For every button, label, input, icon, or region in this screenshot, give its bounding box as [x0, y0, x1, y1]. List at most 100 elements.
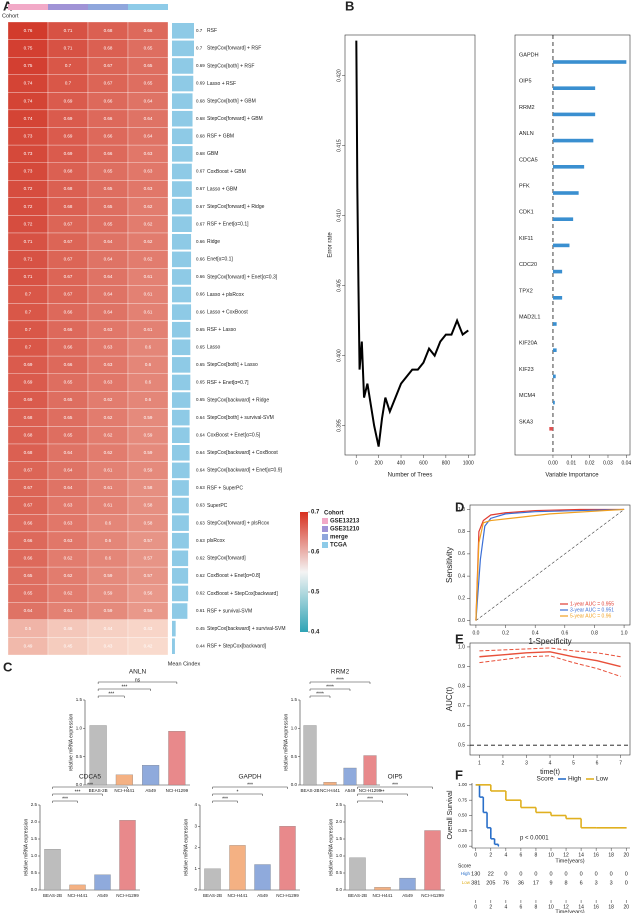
mean-value: 0.67 [196, 221, 205, 226]
mean-bar [172, 146, 193, 162]
cell-value: 0.6 [145, 362, 152, 367]
gene-label: ANLN [519, 131, 534, 137]
y-tick-label: 0.0 [291, 782, 298, 787]
x-axis-label: Time(years) [555, 858, 584, 864]
gene-label: KIF23 [519, 367, 534, 373]
chart-title: OIP5 [388, 774, 403, 781]
cell-value: 0.71 [64, 28, 73, 33]
risk-count: 36 [518, 880, 524, 886]
sig-label: *** [108, 691, 114, 697]
mean-value: 0.65 [196, 362, 205, 367]
cell-value: 0.72 [24, 221, 33, 226]
plot-frame [469, 504, 631, 626]
importance-bar [552, 243, 570, 248]
mean-value: 0.67 [196, 204, 205, 209]
panel-label: D [455, 499, 464, 514]
x-tick-label: 20 [623, 904, 629, 910]
gene-label: TPX2 [519, 288, 533, 294]
x-tick-label: NCI-H1299 [276, 893, 299, 898]
cell-value: 0.63 [104, 380, 113, 385]
cell-value: 0.63 [104, 327, 113, 332]
model-name: RSF + Lasso [207, 327, 236, 333]
y-tick-label: 3 [194, 823, 197, 828]
sig-label: *** [121, 684, 127, 690]
mean-bar [172, 216, 192, 232]
model-name: RSF + Enet[α=0.7] [207, 380, 249, 386]
y-axis-label: relative mRNA expression [328, 819, 334, 877]
model-name: Lasso [207, 345, 221, 351]
mean-bar [172, 568, 189, 584]
importance-bar [552, 165, 585, 169]
heat-cell [127, 637, 169, 656]
y-tick-label: 0.5 [458, 743, 465, 749]
mean-value: 0.66 [196, 292, 205, 297]
cell-value: 0.62 [104, 397, 113, 402]
x-tick-label: 0.04 [621, 460, 631, 466]
bar [229, 845, 246, 891]
x-tick-label: 16 [593, 852, 599, 858]
x-axis-label: 1-Specificity [528, 637, 571, 646]
cell-value: 0.58 [144, 485, 153, 490]
y-tick-label: 0.8 [458, 684, 465, 690]
bar [142, 765, 160, 786]
risk-group-label: High [461, 871, 471, 876]
cell-value: 0.7 [25, 344, 32, 349]
mean-bar [172, 128, 193, 145]
cell-value: 0.63 [104, 362, 113, 367]
legend-label: High [568, 776, 582, 783]
sig-label: *** [87, 782, 93, 788]
cell-value: 0.62 [104, 432, 113, 437]
risk-count: 381 [471, 880, 480, 886]
model-name: plsRcox [207, 538, 225, 544]
legend-swatch [322, 534, 328, 540]
mean-bar [172, 515, 189, 531]
x-tick-label: 800 [442, 460, 451, 466]
bar [279, 826, 296, 891]
cell-value: 0.73 [24, 133, 33, 138]
risk-count: 22 [488, 871, 494, 877]
y-tick-label: 0.50 [458, 813, 467, 818]
cell-value: 0.69 [24, 362, 33, 367]
gene-label: MAD2L1 [519, 314, 540, 320]
cell-value: 0.74 [24, 81, 33, 86]
x-tick-label: 600 [419, 460, 428, 466]
x-tick-label: 0.2 [502, 630, 509, 636]
risk-count: 0 [549, 871, 552, 877]
cell-value: 0.67 [64, 257, 73, 262]
cell-value: 0.62 [144, 221, 153, 226]
x-tick-label: 0.03 [603, 460, 613, 466]
cell-value: 0.59 [144, 450, 153, 455]
cell-value: 0.67 [24, 503, 33, 508]
sig-bracket [357, 786, 433, 789]
sig-bracket [357, 800, 383, 803]
model-name: StepCox[forward] + RSF [207, 46, 261, 52]
y-tick-label: 0.2 [458, 596, 465, 602]
cell-value: 0.64 [64, 468, 73, 473]
sig-bracket [212, 786, 288, 789]
mean-value: 0.68 [196, 133, 205, 138]
model-name: StepCox[backward] + Enet[α=0.9] [207, 468, 282, 474]
cell-value: 0.61 [144, 309, 153, 314]
gene-label: KIF20A [519, 341, 538, 347]
cell-value: 0.68 [104, 46, 113, 51]
risk-count: 6 [580, 880, 583, 886]
mean-bar [172, 392, 191, 408]
mean-value: 0.61 [196, 608, 205, 613]
cell-value: 0.64 [104, 309, 113, 314]
model-name: CoxBoost + StepCox[backward] [207, 591, 278, 597]
y-tick-label: 0 [194, 887, 197, 892]
x-tick-label: 20 [623, 852, 629, 858]
cell-value: 0.43 [144, 626, 153, 631]
x-tick-label: 18 [608, 852, 614, 858]
cell-value: 0.6 [105, 538, 112, 543]
y-tick-label: 0.5 [291, 754, 298, 759]
chart-title: RRM2 [331, 669, 350, 676]
y-tick-label: 0.0 [76, 782, 83, 787]
y-tick-label: 1.0 [31, 853, 38, 858]
cohort-bar [48, 4, 88, 10]
y-tick-label: 0.5 [31, 870, 38, 875]
y-tick-label: 0.5 [336, 870, 343, 875]
sig-label: *** [222, 796, 228, 802]
mean-bar [172, 339, 191, 356]
x-tick-label: BEAS-2B [203, 893, 222, 898]
